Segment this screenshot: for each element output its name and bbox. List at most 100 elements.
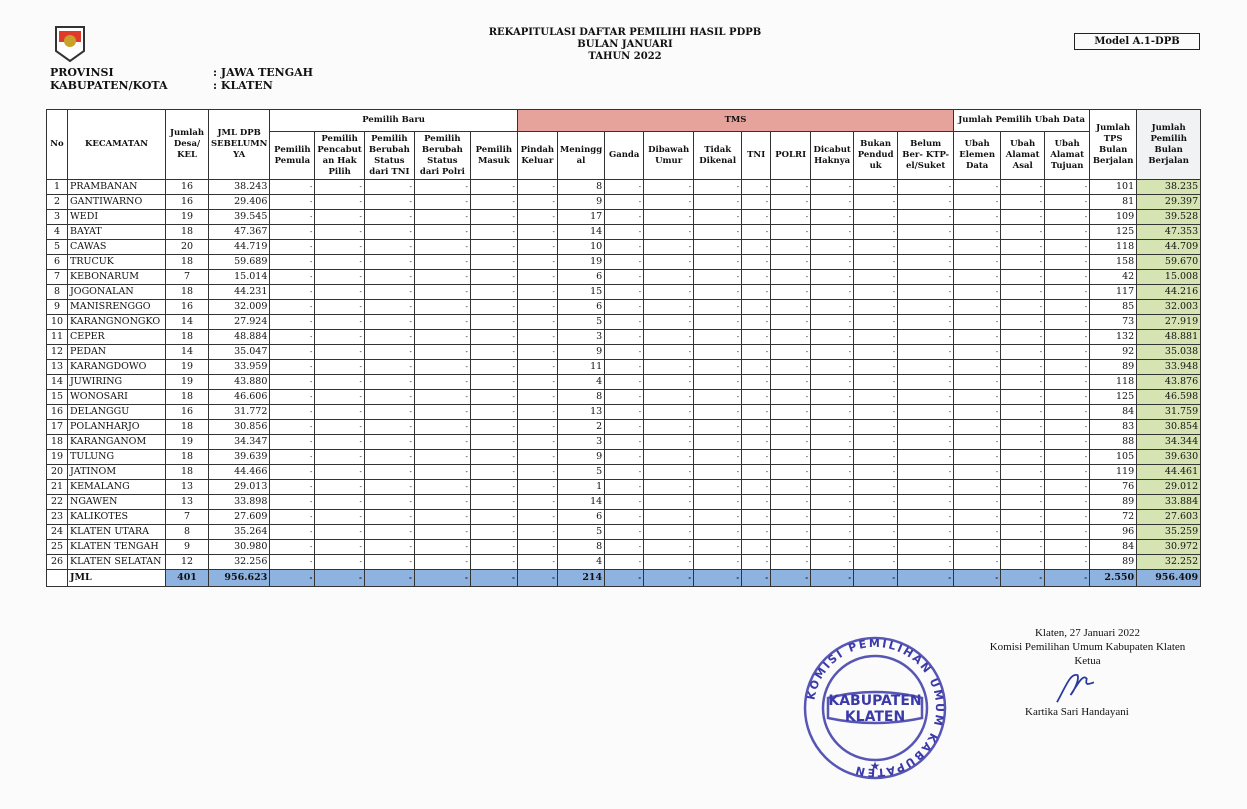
table-cell: 27.603: [1136, 509, 1202, 525]
table-cell: -: [516, 404, 558, 420]
table-cell: -: [363, 569, 415, 587]
table-cell: -: [269, 404, 316, 420]
table-cell: -: [413, 554, 471, 570]
table-cell: -: [643, 464, 695, 480]
kpu-stamp: KABUPATEN KLATEN KOMISI PEMILIHAN UMUM K…: [803, 636, 947, 780]
table-cell: -: [953, 404, 1002, 420]
table-cell: -: [853, 464, 899, 480]
table-cell: -: [469, 539, 518, 555]
table-cell: -: [314, 209, 365, 225]
table-cell: 29.013: [207, 479, 271, 495]
table-cell: -: [693, 224, 743, 240]
table-cell: 12: [165, 554, 209, 570]
table-cell: -: [516, 194, 558, 210]
table-row: 18 KARANGANOM 19 34.347- - - - - -3- - - - - - - - - - -88…: [46, 434, 1202, 450]
table-cell: -: [1000, 404, 1046, 420]
kabupaten-label: KABUPATEN/KOTA: [50, 79, 168, 92]
table-cell: 8: [556, 539, 606, 555]
table-cell: -: [413, 359, 471, 375]
table-cell: -: [770, 194, 812, 210]
table-cell: -: [643, 359, 695, 375]
table-cell: 30.980: [207, 539, 271, 555]
table-cell: -: [604, 509, 645, 525]
table-cell: -: [643, 269, 695, 285]
table-cell: -: [897, 344, 955, 360]
table-cell: -: [314, 509, 365, 525]
table-cell: -: [953, 464, 1002, 480]
table-cell: -: [953, 194, 1002, 210]
table-cell: -: [413, 404, 471, 420]
stamp-center-line: KABUPATEN: [828, 693, 921, 709]
table-cell: -: [693, 449, 743, 465]
table-cell: 15.014: [207, 269, 271, 285]
table-cell: 30.972: [1136, 539, 1202, 555]
kecamatan-cell: KARANGANOM: [67, 434, 166, 450]
table-cell: 39.545: [207, 209, 271, 225]
group-header-tms: TMS: [516, 109, 955, 132]
table-cell: -: [269, 299, 316, 315]
col-header: Ubah Alamat Asal: [1000, 131, 1046, 180]
table-row: 3 WEDI 19 39.545- - - - - -17- - - - - - - - - - -109 39.52…: [46, 209, 1202, 225]
table-row: 8 JOGONALAN 18 44.231- - - - - -15- - - - - - - - - - -117…: [46, 284, 1202, 300]
table-cell: 44.216: [1136, 284, 1202, 300]
table-cell: -: [953, 389, 1002, 405]
table-cell: -: [413, 449, 471, 465]
table-cell: -: [413, 179, 471, 195]
table-cell: -: [1000, 434, 1046, 450]
table-cell: -: [1000, 329, 1046, 345]
table-cell: -: [741, 524, 772, 540]
table-cell: -: [897, 404, 955, 420]
table-cell: -: [269, 254, 316, 270]
table-cell: 24: [46, 524, 68, 540]
recap-table: No KECAMATAN Jumlah Desa/ KEL JML DPB SE…: [46, 109, 1202, 587]
table-cell: -: [604, 194, 645, 210]
table-cell: 33.959: [207, 359, 271, 375]
table-cell: 44.231: [207, 284, 271, 300]
table-cell: -: [363, 554, 415, 570]
table-cell: -: [314, 344, 365, 360]
table-cell: -: [853, 539, 899, 555]
table-cell: -: [1000, 194, 1046, 210]
table-cell: -: [516, 269, 558, 285]
table-cell: 16: [165, 404, 209, 420]
table-cell: -: [269, 494, 316, 510]
kecamatan-cell: KALIKOTES: [67, 509, 166, 525]
table-cell: -: [1044, 344, 1091, 360]
table-cell: -: [810, 209, 855, 225]
table-cell: -: [516, 389, 558, 405]
table-cell: 7: [46, 269, 68, 285]
table-cell: 16: [165, 194, 209, 210]
table-cell: 16: [165, 299, 209, 315]
kecamatan-cell: CEPER: [67, 329, 166, 345]
table-cell: -: [604, 269, 645, 285]
table-cell: 8: [556, 179, 606, 195]
kecamatan-cell: KEBONARUM: [67, 269, 166, 285]
table-cell: 14: [46, 374, 68, 390]
table-cell: -: [643, 389, 695, 405]
table-cell: 4: [556, 374, 606, 390]
table-cell: -: [853, 434, 899, 450]
table-cell: -: [269, 524, 316, 540]
table-cell: 47.367: [207, 224, 271, 240]
table-cell: 105: [1089, 449, 1138, 465]
table-cell: -: [1044, 464, 1091, 480]
table-cell: -: [853, 269, 899, 285]
table-cell: -: [643, 239, 695, 255]
table-cell: 5: [556, 464, 606, 480]
table-cell: -: [810, 464, 855, 480]
table-cell: -: [314, 479, 365, 495]
table-cell: 46.606: [207, 389, 271, 405]
table-cell: -: [1000, 254, 1046, 270]
table-cell: -: [314, 224, 365, 240]
col-header: JML DPB SEBELUMN YA: [207, 109, 271, 180]
col-header: No: [46, 109, 68, 180]
kecamatan-cell: KARANGNONGKO: [67, 314, 166, 330]
table-cell: -: [853, 494, 899, 510]
table-cell: -: [469, 524, 518, 540]
table-cell: 22: [46, 494, 68, 510]
table-cell: 19: [165, 374, 209, 390]
kecamatan-cell: KLATEN SELATAN: [67, 554, 166, 570]
table-cell: -: [897, 554, 955, 570]
table-cell: -: [363, 194, 415, 210]
place-date: Klaten, 27 Januari 2022: [1034, 627, 1141, 639]
